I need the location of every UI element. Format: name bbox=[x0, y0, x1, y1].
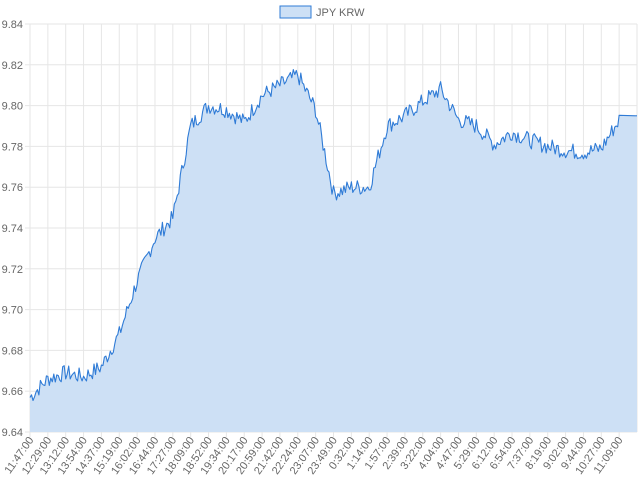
y-tick-label: 9.76 bbox=[2, 182, 23, 194]
y-tick-label: 9.64 bbox=[2, 427, 23, 439]
legend[interactable]: JPY KRW bbox=[279, 5, 365, 19]
y-tick-label: 9.70 bbox=[2, 305, 23, 317]
legend-swatch[interactable] bbox=[279, 5, 312, 19]
series-area-fill bbox=[30, 69, 637, 432]
series-area bbox=[29, 69, 638, 432]
y-tick-label: 9.68 bbox=[2, 345, 23, 357]
series-line-jpy-krw bbox=[29, 69, 638, 402]
legend-label[interactable]: JPY KRW bbox=[316, 7, 365, 19]
y-tick-label: 9.82 bbox=[2, 60, 23, 72]
y-tick-label: 9.84 bbox=[2, 19, 23, 31]
y-tick-label: 9.66 bbox=[2, 386, 23, 398]
y-tick-label: 9.78 bbox=[2, 141, 23, 153]
y-tick-label: 9.74 bbox=[2, 223, 23, 235]
y-tick-label: 9.72 bbox=[2, 264, 23, 276]
y-tick-label: 9.80 bbox=[2, 101, 23, 113]
